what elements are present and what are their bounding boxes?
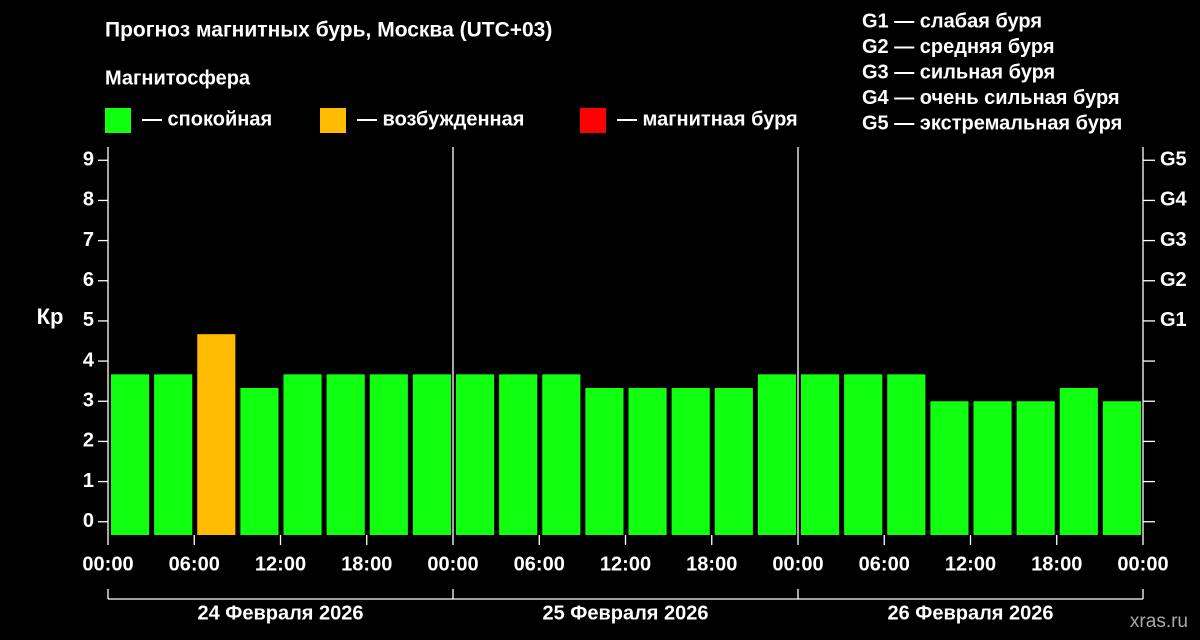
x-tick-label: 06:00 <box>169 553 220 575</box>
y-axis-label: Кр <box>37 304 64 329</box>
x-tick-label: 18:00 <box>1031 553 1082 575</box>
bar <box>369 374 408 535</box>
date-label: 24 Февраля 2026 <box>197 602 363 624</box>
y2-tick-label: G1 <box>1160 309 1187 331</box>
bar <box>154 374 193 535</box>
y2-tick-label: G2 <box>1160 269 1187 291</box>
y-tick-label: 3 <box>83 390 94 412</box>
y-tick-label: 8 <box>83 189 94 211</box>
legend-swatch <box>580 108 606 133</box>
x-tick-label: 12:00 <box>600 553 651 575</box>
bar <box>499 374 538 535</box>
storm-level-text: G2 — средняя буря <box>862 36 1055 58</box>
watermark: xras.ru <box>1130 611 1188 632</box>
y-tick-label: 5 <box>83 309 94 331</box>
bar <box>326 374 365 535</box>
x-tick-label: 06:00 <box>859 553 910 575</box>
bar <box>240 387 279 535</box>
x-tick-label: 12:00 <box>255 553 306 575</box>
legend-label: — спокойная <box>142 108 272 130</box>
legend-title: Магнитосфера <box>105 67 251 89</box>
x-tick-label: 00:00 <box>82 553 133 575</box>
x-tick-label: 06:00 <box>514 553 565 575</box>
storm-level-text: G1 — слабая буря <box>862 10 1042 32</box>
storm-level-text: G5 — экстремальная буря <box>862 112 1122 134</box>
y-tick-label: 6 <box>83 269 94 291</box>
bar <box>197 334 236 535</box>
x-tick-label: 00:00 <box>427 553 478 575</box>
bar <box>844 374 883 535</box>
bar <box>542 374 581 535</box>
x-tick-label: 00:00 <box>772 553 823 575</box>
y-tick-label: 0 <box>83 510 94 532</box>
y2-tick-label: G3 <box>1160 229 1187 251</box>
y-tick-label: 2 <box>83 430 94 452</box>
y-tick-label: 9 <box>83 149 94 171</box>
legend-label: — магнитная буря <box>617 108 798 130</box>
bar <box>1016 401 1055 535</box>
bar <box>1059 387 1098 535</box>
bar <box>283 374 322 535</box>
bar <box>973 401 1012 535</box>
bar <box>671 387 710 535</box>
legend-swatch <box>105 108 131 133</box>
bar <box>887 374 926 535</box>
x-tick-label: 18:00 <box>686 553 737 575</box>
legend-label: — возбужденная <box>357 108 524 130</box>
y2-tick-label: G5 <box>1160 149 1187 171</box>
bar <box>757 374 796 535</box>
y2-tick-label: G4 <box>1160 189 1188 211</box>
y-tick-label: 4 <box>83 349 95 371</box>
bar <box>1102 401 1141 535</box>
bar <box>628 387 667 535</box>
x-tick-label: 18:00 <box>341 553 392 575</box>
legend-swatch <box>320 108 346 133</box>
bar <box>111 374 150 535</box>
y-tick-label: 1 <box>83 470 94 492</box>
y-tick-label: 7 <box>83 229 94 251</box>
chart-title: Прогноз магнитных бурь, Москва (UTC+03) <box>105 19 552 42</box>
date-label: 26 Февраля 2026 <box>887 602 1053 624</box>
x-tick-label: 00:00 <box>1117 553 1168 575</box>
storm-level-text: G3 — сильная буря <box>862 61 1055 83</box>
date-label: 25 Февраля 2026 <box>542 602 708 624</box>
bar <box>930 401 969 535</box>
x-tick-label: 12:00 <box>945 553 996 575</box>
bar <box>456 374 495 535</box>
bar <box>714 387 753 535</box>
bar <box>412 374 451 535</box>
bar <box>801 374 840 535</box>
bar <box>585 387 624 535</box>
storm-level-text: G4 — очень сильная буря <box>862 87 1120 109</box>
